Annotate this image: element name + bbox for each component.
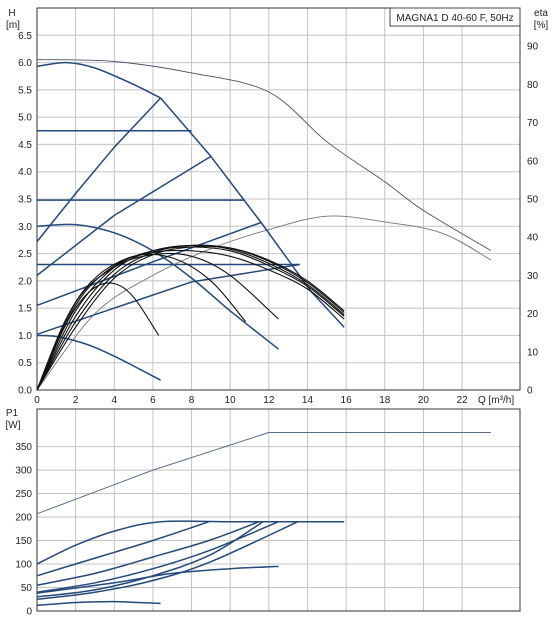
series-line-pump bbox=[36, 61, 161, 99]
power-series-line bbox=[36, 565, 279, 594]
y2-tick-label: 60 bbox=[527, 156, 539, 167]
series-line-pump bbox=[36, 97, 162, 243]
y-tick-label: 2.5 bbox=[18, 249, 32, 260]
bottom-grid bbox=[37, 409, 520, 611]
chart-title: MAGNA1 D 40-60 F, 50Hz bbox=[396, 13, 513, 24]
x-tick-label: 4 bbox=[111, 395, 117, 406]
x-tick-label: 10 bbox=[225, 395, 237, 406]
y2-axis-unit: [%] bbox=[534, 20, 549, 31]
top-series bbox=[36, 59, 492, 391]
power-series-line bbox=[36, 600, 161, 607]
p1-tick-label: 100 bbox=[15, 560, 32, 571]
y-tick-label: 4.0 bbox=[18, 167, 32, 178]
y2-tick-label: 0 bbox=[527, 386, 533, 397]
series-line-thin bbox=[36, 215, 492, 391]
x-axis-label: Q [m³/h] bbox=[478, 395, 514, 406]
y-tick-label: 3.0 bbox=[18, 222, 32, 233]
p1-tick-label: 150 bbox=[15, 536, 32, 547]
p1-tick-label: 250 bbox=[15, 489, 32, 500]
p1-axis-label: P1 bbox=[6, 408, 19, 419]
y2-axis-label: eta bbox=[534, 8, 548, 19]
x-tick-label: 12 bbox=[263, 395, 275, 406]
x-tick-label: 16 bbox=[341, 395, 353, 406]
x-tick-label: 8 bbox=[189, 395, 195, 406]
y-tick-label: 1.5 bbox=[18, 304, 32, 315]
x-tick-label: 18 bbox=[379, 395, 391, 406]
y2-tick-label: 30 bbox=[527, 271, 539, 282]
power-series-line bbox=[36, 521, 299, 601]
y2-tick-label: 80 bbox=[527, 80, 539, 91]
series-line-eta bbox=[36, 59, 492, 251]
y-tick-label: 6.5 bbox=[18, 31, 32, 42]
x-tick-label: 6 bbox=[150, 395, 156, 406]
series-line-family bbox=[36, 244, 345, 391]
p1-tick-label: 350 bbox=[15, 442, 32, 453]
y2-tick-label: 70 bbox=[527, 118, 539, 129]
y2-tick-label: 90 bbox=[527, 42, 539, 53]
series-line-family bbox=[36, 245, 345, 391]
y2-tick-label: 20 bbox=[527, 309, 539, 320]
power-series-line bbox=[36, 520, 210, 577]
y-tick-label: 0.0 bbox=[18, 386, 32, 397]
series-line-family bbox=[36, 249, 345, 391]
p1-tick-label: 50 bbox=[21, 583, 33, 594]
y-tick-label: 1.0 bbox=[18, 331, 32, 342]
y-tick-label: 2.0 bbox=[18, 276, 32, 287]
y2-tick-label: 50 bbox=[527, 195, 539, 206]
y2-tick-label: 40 bbox=[527, 233, 539, 244]
p1-tick-label: 200 bbox=[15, 513, 32, 524]
series-line-pump bbox=[36, 221, 262, 307]
p1-tick-label: 300 bbox=[15, 466, 32, 477]
p1-tick-label: 0 bbox=[26, 607, 32, 618]
y-tick-label: 5.0 bbox=[18, 113, 32, 124]
top-grid bbox=[37, 8, 520, 390]
x-tick-label: 20 bbox=[418, 395, 430, 406]
y-tick-label: 5.5 bbox=[18, 85, 32, 96]
series-line-pump bbox=[36, 334, 161, 381]
x-tick-label: 0 bbox=[34, 395, 40, 406]
y-tick-label: 4.5 bbox=[18, 140, 32, 151]
y2-tick-label: 10 bbox=[527, 347, 539, 358]
title-box bbox=[389, 7, 521, 27]
series-line-pump bbox=[36, 155, 212, 276]
p1-axis-unit: [W] bbox=[6, 420, 21, 431]
tick-labels: 0 2 4 6 8 10 12 14 16 18 20 22 0.0 0.5 1.0 1.5 2.0 2.5 3.0… bbox=[15, 31, 538, 618]
x-tick-label: 22 bbox=[456, 395, 468, 406]
power-series-line bbox=[36, 520, 345, 565]
y-tick-label: 6.0 bbox=[18, 58, 32, 69]
bottom-series bbox=[36, 432, 491, 607]
y-axis-unit: [m] bbox=[6, 20, 20, 31]
y-tick-label: 0.5 bbox=[18, 358, 32, 369]
x-tick-label: 2 bbox=[73, 395, 79, 406]
y-tick-label: 3.5 bbox=[18, 195, 32, 206]
bottom-plot-frame bbox=[36, 408, 521, 612]
x-tick-label: 14 bbox=[302, 395, 314, 406]
y-axis-label: H bbox=[8, 8, 15, 19]
power-max-line bbox=[36, 432, 491, 515]
top-plot-frame bbox=[36, 7, 521, 391]
power-series-line bbox=[36, 520, 260, 586]
